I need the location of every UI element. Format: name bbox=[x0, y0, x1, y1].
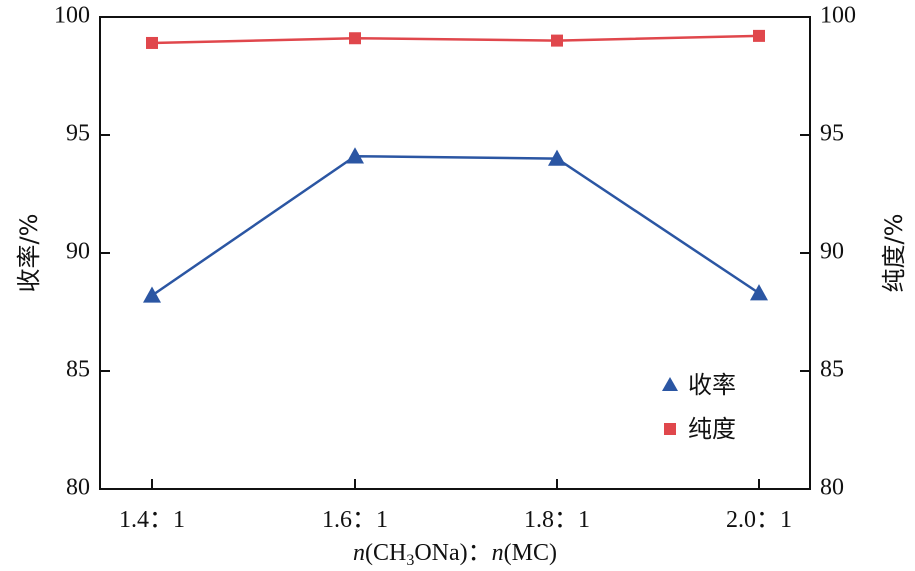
x-axis-title-n1: n bbox=[353, 540, 365, 566]
data-point-square bbox=[551, 34, 563, 47]
data-point-triangle bbox=[548, 149, 566, 166]
series-line-1 bbox=[151, 34, 760, 45]
data-point-triangle bbox=[346, 147, 364, 164]
right-tick-label: 90 bbox=[820, 239, 844, 265]
x-tick-label: 2.0：1 bbox=[726, 507, 792, 533]
x-tick-label: 1.6：1 bbox=[322, 507, 388, 533]
x-axis-title-part3: (MC) bbox=[504, 540, 557, 566]
left-tick-label: 80 bbox=[66, 475, 90, 501]
right-axis-title: 纯度/% bbox=[880, 214, 908, 293]
right-tick-label: 95 bbox=[820, 121, 844, 147]
right-tick-label: 100 bbox=[820, 3, 856, 29]
right-axis-ticks: 80 85 90 95 100 bbox=[800, 3, 856, 501]
legend-label-yield: 收率 bbox=[688, 371, 736, 399]
right-tick-label: 85 bbox=[820, 357, 844, 383]
left-axis-ticks: 80 85 90 95 100 bbox=[54, 3, 110, 501]
x-axis-title-n2: n bbox=[492, 540, 504, 566]
x-tick-label: 1.4：1 bbox=[119, 507, 185, 533]
x-axis-title: n(CH3ONa)：n(MC) bbox=[353, 540, 557, 569]
legend-label-purity: 纯度 bbox=[688, 415, 736, 443]
x-axis-title-part2: ONa)： bbox=[414, 540, 491, 566]
x-axis-title-subscript: 3 bbox=[406, 552, 414, 569]
x-tick-label: 1.8：1 bbox=[524, 507, 590, 533]
legend-marker-yield bbox=[662, 377, 678, 391]
left-tick-label: 85 bbox=[66, 357, 90, 383]
data-point-square bbox=[146, 36, 158, 49]
x-axis-ticks: 1.4：1 1.6：1 1.8：1 2.0：1 bbox=[119, 479, 792, 533]
left-tick-label: 90 bbox=[66, 239, 90, 265]
left-tick-label: 100 bbox=[54, 3, 90, 29]
series-layer bbox=[143, 29, 768, 303]
left-tick-label: 95 bbox=[66, 121, 90, 147]
legend-marker-purity bbox=[664, 423, 676, 435]
series-line-0 bbox=[151, 154, 760, 297]
data-point-triangle bbox=[750, 284, 768, 301]
data-point-triangle bbox=[143, 286, 161, 303]
data-point-square bbox=[753, 29, 765, 42]
x-axis-title-part1: (CH bbox=[365, 540, 406, 566]
right-tick-label: 80 bbox=[820, 475, 844, 501]
data-point-square bbox=[349, 32, 361, 45]
legend: 收率 纯度 bbox=[662, 371, 736, 443]
left-axis-title: 收率/% bbox=[15, 214, 43, 293]
